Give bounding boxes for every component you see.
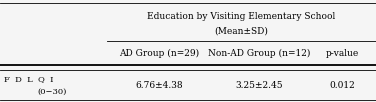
Text: 3.25±2.45: 3.25±2.45 [236,81,283,90]
Text: (Mean±SD): (Mean±SD) [215,26,268,35]
Text: Education by Visiting Elementary School: Education by Visiting Elementary School [147,12,336,21]
Text: 0.012: 0.012 [329,81,355,90]
Text: AD Group (n=29): AD Group (n=29) [119,48,199,58]
Text: (0−30): (0−30) [38,88,67,96]
Text: F  D  L  Q  I: F D L Q I [4,76,53,84]
Text: Non-AD Group (n=12): Non-AD Group (n=12) [208,48,311,58]
Text: p-value: p-value [326,49,359,58]
Text: 6.76±4.38: 6.76±4.38 [135,81,183,90]
